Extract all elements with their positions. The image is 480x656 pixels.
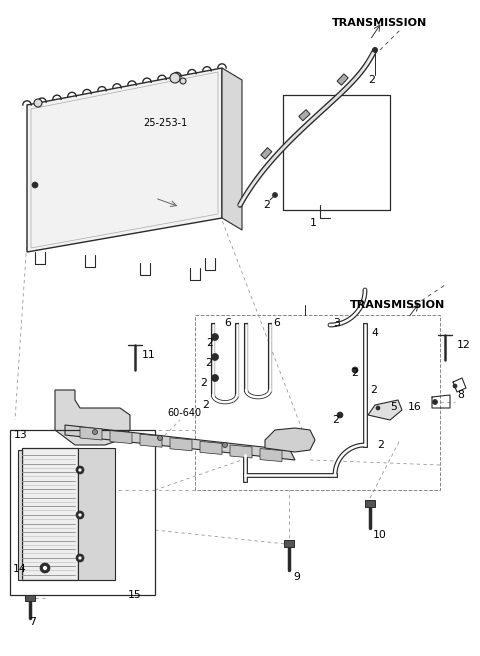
Polygon shape [140,434,162,447]
Text: 1: 1 [310,218,317,228]
Text: TRANSMISSION: TRANSMISSION [350,300,445,310]
Circle shape [157,436,163,440]
Text: TRANSMISSION: TRANSMISSION [332,18,427,28]
Text: 15: 15 [128,590,142,600]
Bar [10,430,155,595]
Polygon shape [200,441,222,455]
Text: 11: 11 [142,350,156,360]
Text: 14: 14 [13,564,27,574]
Text: 16: 16 [408,402,422,412]
Circle shape [76,511,84,519]
Circle shape [273,192,277,197]
Text: 4: 4 [371,328,378,338]
Polygon shape [65,425,295,460]
Circle shape [78,468,82,472]
Polygon shape [55,390,130,445]
Text: 6: 6 [224,318,231,328]
Text: 6: 6 [273,318,280,328]
Circle shape [78,556,82,560]
Circle shape [453,384,457,388]
Bar [299,110,310,121]
Circle shape [372,47,377,52]
Polygon shape [368,400,402,420]
Circle shape [212,354,218,361]
Circle shape [432,400,437,405]
Circle shape [223,443,228,447]
Circle shape [32,182,38,188]
Text: 8: 8 [457,390,464,400]
Text: 5: 5 [390,402,397,412]
Bar [365,500,375,507]
Circle shape [212,375,218,382]
Circle shape [337,412,343,418]
Bar [337,74,348,85]
Text: 2: 2 [332,415,339,425]
Polygon shape [260,449,282,462]
Polygon shape [170,438,192,451]
Text: 13: 13 [14,430,28,440]
Text: 2: 2 [205,358,212,368]
Circle shape [76,466,84,474]
Text: 2: 2 [368,75,375,85]
Text: 60-640: 60-640 [167,408,201,418]
Circle shape [43,565,48,571]
Text: 10: 10 [373,530,387,540]
Text: 2: 2 [351,368,358,378]
Bar [261,148,272,159]
Circle shape [352,367,358,373]
Bar [284,540,294,547]
Text: 2: 2 [370,385,377,395]
Polygon shape [230,445,252,458]
Polygon shape [80,427,102,440]
Polygon shape [22,448,78,580]
Text: 25-253-1: 25-253-1 [143,118,187,128]
Polygon shape [222,68,242,230]
Polygon shape [110,430,132,443]
Text: 2: 2 [206,338,213,348]
Text: 12: 12 [457,340,471,350]
Circle shape [78,513,82,517]
Text: 2: 2 [202,400,209,410]
Text: 2: 2 [200,378,207,388]
Polygon shape [27,68,222,252]
Circle shape [34,99,42,107]
Polygon shape [18,450,22,580]
Polygon shape [265,428,315,452]
Circle shape [76,554,84,562]
Text: 7: 7 [29,617,36,627]
Text: 2: 2 [263,200,270,210]
Text: 2: 2 [377,440,384,450]
Circle shape [40,563,50,573]
Text: 3: 3 [333,318,340,328]
Text: 9: 9 [293,572,300,582]
Circle shape [180,78,186,84]
Circle shape [93,430,97,434]
Circle shape [212,333,218,340]
Circle shape [376,406,380,410]
Polygon shape [78,448,115,580]
Bar [25,595,35,601]
Circle shape [170,73,180,83]
